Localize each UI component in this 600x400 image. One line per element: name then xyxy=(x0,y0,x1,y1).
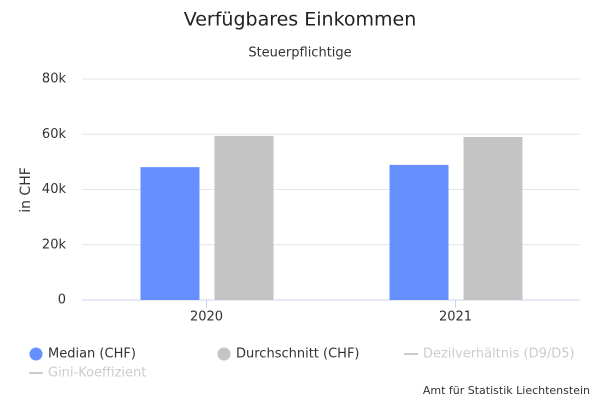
y-tick-label: 0 xyxy=(58,293,66,308)
y-tick-label: 60k xyxy=(42,127,67,142)
y-tick-label: 40k xyxy=(42,182,67,197)
x-tick-label: 2020 xyxy=(190,310,223,325)
legend-label[interactable]: Dezilverhältnis (D9/D5) xyxy=(423,347,575,362)
chart-title: Verfügbares Einkommen xyxy=(184,9,417,31)
bar xyxy=(214,135,274,300)
y-axis-label: in CHF xyxy=(18,167,34,213)
bar xyxy=(389,164,449,300)
y-tick-label: 20k xyxy=(42,237,67,252)
legend-symbol xyxy=(217,347,231,361)
legend-label[interactable]: Median (CHF) xyxy=(48,347,136,362)
bar xyxy=(463,137,523,300)
x-tick-label: 2021 xyxy=(439,310,472,325)
credit: Amt für Statistik Liechtenstein xyxy=(423,384,590,397)
legend-symbol xyxy=(29,347,43,361)
legend-label[interactable]: Gini-Koeffizient xyxy=(48,366,146,381)
chart-subtitle: Steuerpflichtige xyxy=(248,46,351,61)
y-tick-label: 80k xyxy=(42,72,67,87)
legend-label[interactable]: Durchschnitt (CHF) xyxy=(236,347,360,362)
bar xyxy=(140,167,200,300)
